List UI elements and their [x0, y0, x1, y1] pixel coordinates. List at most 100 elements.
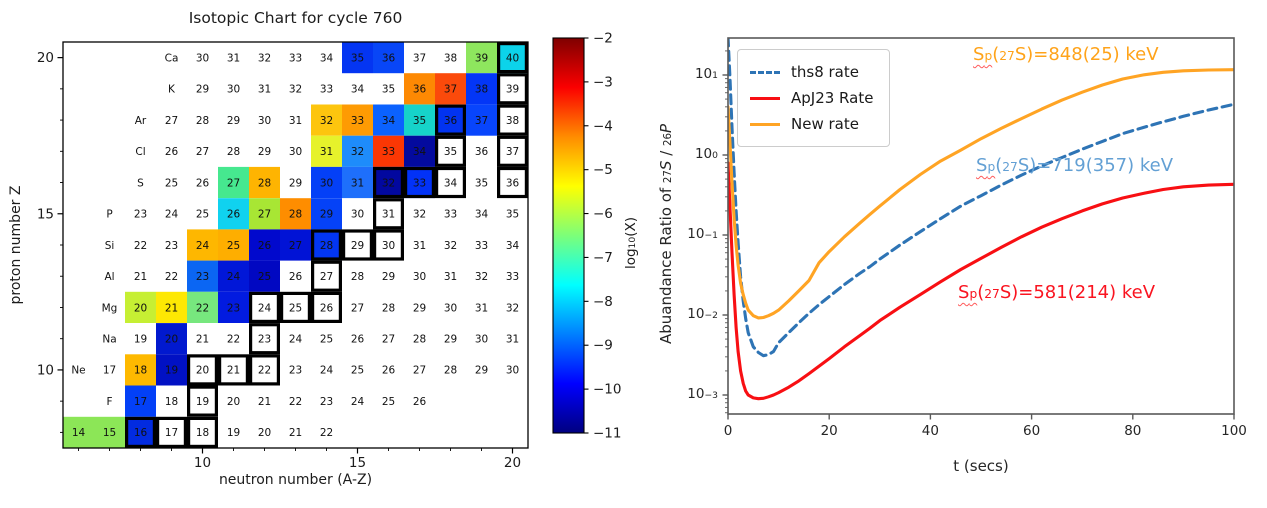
right-y-axis-label: Abuandance Ratio of 27S / 26P: [657, 124, 675, 344]
isotope-cell-number: 28: [382, 302, 395, 314]
series-apj23-rate: [728, 161, 1234, 401]
colorbar-tick-label: −4: [593, 118, 613, 134]
right-y-tick-label: 10−3: [687, 386, 718, 402]
isotope-cell-number: 26: [258, 240, 272, 252]
isotope-cell-number: 26: [165, 146, 179, 158]
isotope-cell-number: 33: [382, 146, 395, 158]
isotope-cell-number: 30: [227, 84, 240, 96]
isotope-cell-number: 34: [413, 146, 427, 158]
isotope-cell-mg22: [187, 291, 218, 323]
isotope-cell-number: 19: [134, 334, 147, 346]
isotope-cell-number: 24: [196, 240, 210, 252]
isotope-cell-s30: [311, 166, 342, 199]
isotope-cell-number: 22: [134, 240, 147, 252]
isotope-cell-number: 15: [103, 427, 116, 439]
isotope-cell-number: 30: [196, 52, 209, 64]
isotope-cell-number: 21: [289, 427, 302, 439]
isotope-cell-number: 39: [506, 84, 519, 96]
isotope-cell-s27: [218, 166, 249, 199]
isotope-cell-number: 27: [227, 177, 240, 189]
legend-line-apj23: [750, 96, 780, 100]
isotope-cell-number: 25: [258, 271, 271, 283]
isotope-cell-number: 18: [165, 396, 178, 408]
isotope-cell-na20: [156, 323, 187, 355]
stable-isotope-border-cl37: [497, 135, 529, 167]
ylabel-sup-26: 26: [663, 133, 674, 146]
stable-isotope-border-p31: [373, 198, 405, 230]
isotope-cell-number: 21: [134, 271, 147, 283]
isotope-cell-number: 32: [351, 146, 364, 158]
isotope-cell-number: 25: [320, 334, 333, 346]
isotope-cell-o15: [94, 416, 125, 448]
isotope-cell-number: 37: [506, 146, 519, 158]
stable-isotope-border-ne20: [187, 354, 219, 386]
isotope-cell-number: 25: [196, 209, 209, 221]
isotope-cell-number: 27: [196, 146, 209, 158]
isotope-cell-ar34: [373, 104, 404, 136]
element-label-s: S: [137, 177, 144, 189]
isotope-cell-ar32: [311, 104, 342, 136]
isotope-cell-number: 28: [289, 209, 302, 221]
abundance-ratio-chart: 0 20 40 60 80 100: [722, 37, 1247, 439]
isotope-cell-si27: [280, 229, 311, 261]
isotope-cell-cl34: [404, 135, 435, 167]
isotope-cell-number: 36: [444, 115, 458, 127]
left-x-tick-label: 20: [504, 455, 521, 471]
isotope-cell-number: 21: [165, 302, 178, 314]
isotope-cell-number: 19: [227, 427, 240, 439]
isotope-cell-o16: [125, 416, 156, 448]
isotope-cell-number: 25: [165, 177, 178, 189]
isotope-cell-number: 31: [351, 177, 364, 189]
isotope-cell-number: 35: [382, 84, 395, 96]
isotope-cell-number: 32: [289, 84, 302, 96]
isotope-cell-number: 23: [289, 365, 302, 377]
isotope-cell-number: 19: [165, 365, 178, 377]
left-x-axis-label: neutron number (A-Z): [218, 472, 373, 488]
isotope-cell-si24: [187, 229, 218, 261]
isotope-cell-cl33: [373, 135, 404, 167]
isotope-cell-number: 25: [227, 240, 240, 252]
stable-isotope-border-s33: [404, 166, 436, 199]
isotope-cell-number: 22: [196, 302, 209, 314]
isotope-cell-number: 31: [475, 302, 488, 314]
isotope-cell-number: 24: [165, 209, 179, 221]
isotope-cell-number: 36: [506, 177, 520, 189]
stable-isotope-border-mg25: [280, 291, 312, 323]
isotope-cell-al25: [249, 260, 280, 292]
isotope-cell-number: 20: [196, 365, 209, 377]
element-label-f: F: [106, 396, 112, 408]
isotope-cell-number: 37: [444, 84, 457, 96]
isotope-cell-number: 28: [351, 271, 364, 283]
isotope-cell-number: 28: [227, 146, 240, 158]
left-x-tick-label: 15: [349, 455, 366, 471]
isotope-cell-number: 29: [444, 334, 457, 346]
isotope-cell-number: 30: [413, 271, 426, 283]
isotope-cell-number: 24: [227, 271, 241, 283]
isotope-cell-number: 20: [227, 396, 240, 408]
annotation-sp-tail: (27S)=581(214) keV: [977, 282, 1156, 303]
isotope-cell-al23: [187, 260, 218, 292]
isotope-cell-number: 30: [475, 334, 488, 346]
isotope-cell-number: 30: [289, 146, 302, 158]
colorbar-label: log10(X): [623, 217, 639, 269]
element-label-al: Al: [104, 271, 114, 283]
isotope-cell-number: 29: [413, 302, 426, 314]
isotope-cell-number: 26: [413, 396, 427, 408]
element-label-ca: Ca: [165, 52, 179, 64]
isotope-cell-number: 33: [444, 209, 457, 221]
isotope-cell-number: 31: [444, 271, 457, 283]
colorbar-tick-label: −11: [593, 426, 622, 442]
isotope-cell-number: 22: [227, 334, 240, 346]
left-y-tick-label: 20: [37, 50, 54, 66]
isotope-cell-p27: [249, 198, 280, 230]
isotope-cell-number: 23: [258, 334, 271, 346]
stable-isotope-border-ne22: [249, 354, 281, 386]
right-plot-frame: [727, 37, 1235, 415]
right-x-tick-label: 100: [1221, 423, 1247, 439]
isotope-cell-number: 22: [165, 271, 178, 283]
isotope-cell-number: 31: [258, 84, 271, 96]
isotope-cell-number: 34: [351, 84, 365, 96]
isotope-cell-number: 32: [382, 177, 395, 189]
